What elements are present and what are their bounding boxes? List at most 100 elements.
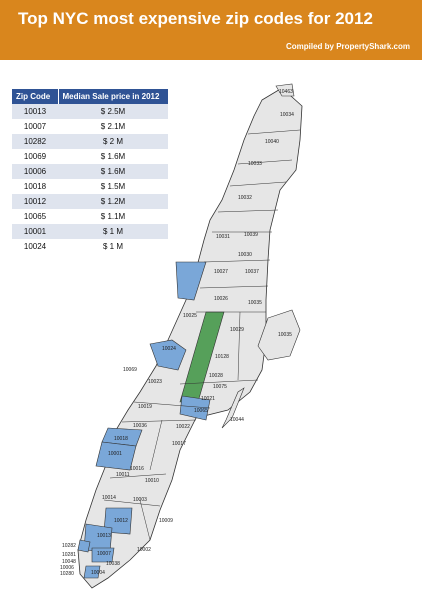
zip-10007-area — [91, 547, 115, 563]
price-cell: $ 1.5M — [58, 179, 168, 194]
price-cell: $ 1.6M — [58, 149, 168, 164]
zip-label: 10031 — [216, 234, 230, 240]
price-cell: $ 1 M — [58, 239, 168, 254]
price-cell: $ 2.5M — [58, 104, 168, 119]
price-cell: $ 1.1M — [58, 209, 168, 224]
zip-10065-area — [179, 395, 211, 421]
zip-label: 10035 — [278, 332, 292, 338]
zip-labels: 10463 10034 10040 10033 10032 10031 1003… — [60, 89, 294, 577]
price-table: Zip Code Median Sale price in 2012 10013… — [12, 89, 169, 254]
price-cell: $ 1.2M — [58, 194, 168, 209]
zip-label: 10001 — [108, 451, 122, 457]
zip-cell: 10282 — [12, 134, 58, 149]
zip-label: 10003 — [133, 497, 147, 503]
zip-label: 10035 — [248, 300, 262, 306]
zip-label: 10026 — [214, 296, 228, 302]
zip-label: 10009 — [159, 518, 173, 524]
zip-label: 10019 — [138, 404, 152, 410]
island-10035 — [257, 309, 301, 361]
zip-label: 10014 — [102, 495, 116, 501]
zip-label: 10028 — [209, 373, 223, 379]
zip-cell: 10024 — [12, 239, 58, 254]
zip-label: 10040 — [265, 139, 279, 145]
zip-cell: 10007 — [12, 119, 58, 134]
zip-label: 10013 — [97, 533, 111, 539]
zip-label: 10038 — [106, 561, 120, 567]
zip-label: 10032 — [238, 195, 252, 201]
zip-10463-area — [275, 83, 295, 97]
zip-label: 10012 — [114, 518, 128, 524]
zip-label: 10039 — [244, 232, 258, 238]
table-row: 10012 $ 1.2M — [12, 194, 168, 209]
zip-label: 10011 — [116, 472, 130, 478]
zip-borders — [103, 129, 301, 541]
zip-label: 10027 — [214, 269, 228, 275]
zip-label: 10022 — [176, 424, 190, 430]
zip-label: 10024 — [162, 346, 176, 352]
page-title: Top NYC most expensive zip codes for 201… — [18, 9, 373, 28]
table-row: 10007 $ 2.1M — [12, 119, 168, 134]
table-row: 10065 $ 1.1M — [12, 209, 168, 224]
table-row: 10024 $ 1 M — [12, 239, 168, 254]
zip-10012-area — [103, 507, 133, 535]
zip-label: 10010 — [145, 478, 159, 484]
zip-label: 10128 — [215, 354, 229, 360]
zip-label: 10048 — [62, 559, 76, 565]
zip-label: 10030 — [238, 252, 252, 258]
zip-cell: 10069 — [12, 149, 58, 164]
zip-10024-area — [149, 339, 187, 371]
table-row: 10069 $ 1.6M — [12, 149, 168, 164]
zip-label: 10282 — [62, 543, 76, 549]
zip-cell: 10013 — [12, 104, 58, 119]
price-cell: $ 2 M — [58, 134, 168, 149]
zip-label: 10044 — [230, 417, 244, 423]
zip-label: 10280 — [60, 571, 74, 577]
zip-label: 10021 — [201, 396, 215, 402]
zip-cell: 10006 — [12, 164, 58, 179]
price-cell: $ 2.1M — [58, 119, 168, 134]
zip-label: 10033 — [248, 161, 262, 167]
zip-label: 10017 — [172, 441, 186, 447]
zip-10001-area — [95, 441, 137, 471]
zip-cell: 10018 — [12, 179, 58, 194]
zip-cell: 10012 — [12, 194, 58, 209]
zip-label: 10463 — [279, 89, 293, 95]
header-banner: Top NYC most expensive zip codes for 201… — [0, 0, 422, 60]
island-10044 — [221, 387, 245, 429]
zip-10282-area — [77, 539, 91, 553]
credit-text: Compiled by PropertyShark.com — [285, 42, 410, 51]
zip-label: 10023 — [148, 379, 162, 385]
zip-label: 10016 — [130, 466, 144, 472]
zip-cell: 10001 — [12, 224, 58, 239]
manhattan-outline — [77, 87, 303, 589]
column-header-price: Median Sale price in 2012 — [58, 89, 169, 104]
zip-label: 10006 — [60, 565, 74, 571]
zip-label: 10065 — [194, 408, 208, 414]
table-body: 10013 $ 2.5M 10007 $ 2.1M 10282 $ 2 M 10069 $ 1… — [12, 104, 168, 254]
zip-label: 10281 — [62, 552, 76, 558]
table-row: 10018 $ 1.5M — [12, 179, 168, 194]
zip-label: 10034 — [280, 112, 294, 118]
zip-label: 10029 — [230, 327, 244, 333]
table-row: 10006 $ 1.6M — [12, 164, 168, 179]
zip-label: 10075 — [213, 384, 227, 390]
zip-label: 10018 — [114, 436, 128, 442]
table-row: 10282 $ 2 M — [12, 134, 168, 149]
zip-label: 10002 — [137, 547, 151, 553]
column-header-zip: Zip Code — [12, 89, 59, 104]
manhattan-zip-map: 10463 10034 10040 10033 10032 10031 1003… — [60, 83, 303, 589]
price-cell: $ 1.6M — [58, 164, 168, 179]
zip-label: 10036 — [133, 423, 147, 429]
zip-10069-area — [175, 261, 207, 301]
table-row: 10001 $ 1 M — [12, 224, 168, 239]
zip-10006-area — [83, 565, 101, 579]
zip-label: 10004 — [91, 570, 105, 576]
table-header-row: Zip Code Median Sale price in 2012 — [12, 89, 169, 104]
zip-label: 10007 — [97, 551, 111, 557]
zip-label: 10037 — [245, 269, 259, 275]
zip-label: 10025 — [183, 313, 197, 319]
zip-cell: 10065 — [12, 209, 58, 224]
price-cell: $ 1 M — [58, 224, 168, 239]
zip-label: 10069 — [123, 367, 137, 373]
table-row: 10013 $ 2.5M — [12, 104, 168, 119]
